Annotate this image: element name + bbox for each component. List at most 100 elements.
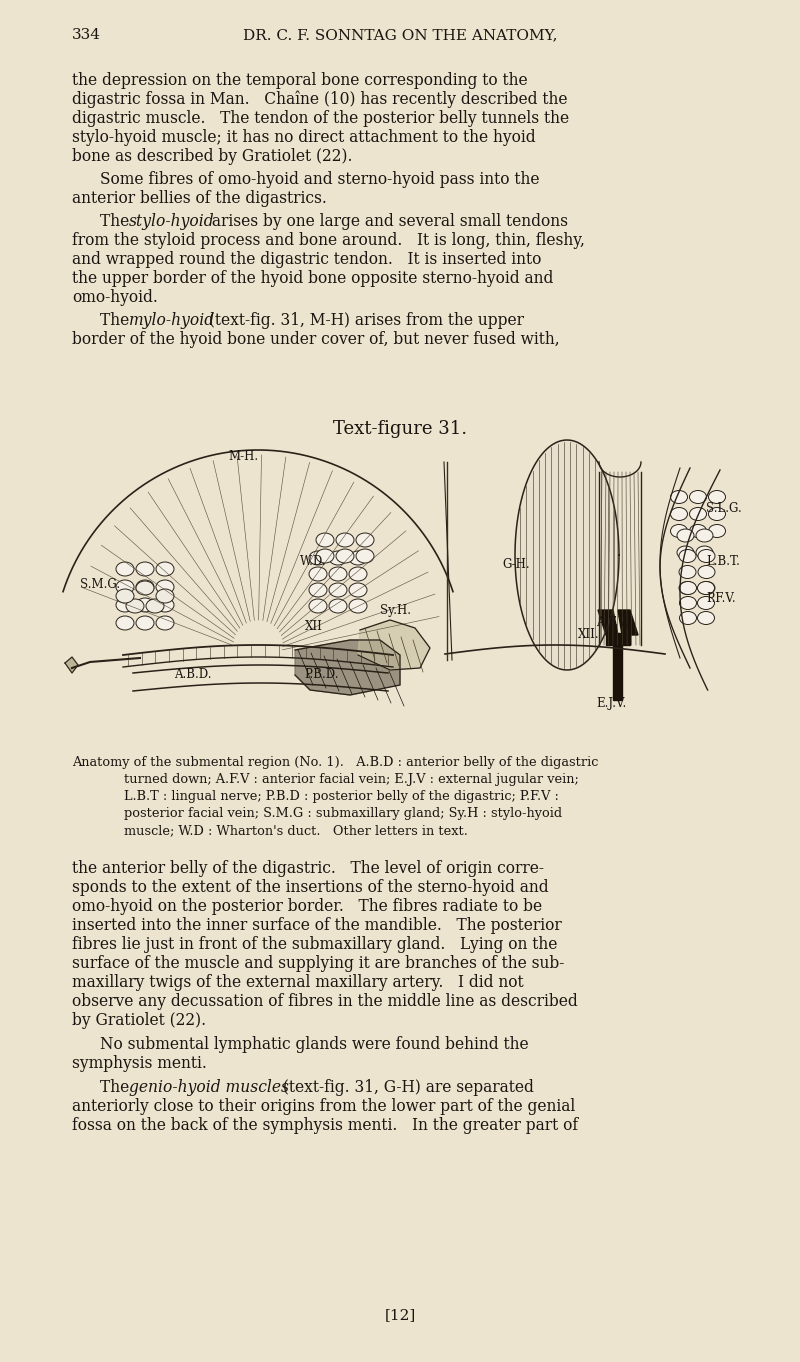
Ellipse shape [309, 599, 327, 613]
Ellipse shape [670, 490, 687, 504]
Ellipse shape [709, 490, 726, 504]
Text: XII: XII [305, 620, 323, 633]
Ellipse shape [146, 599, 164, 613]
Text: P.F.V.: P.F.V. [706, 592, 736, 605]
Ellipse shape [329, 599, 347, 613]
Text: Sy.H.: Sy.H. [380, 603, 411, 617]
Polygon shape [65, 656, 78, 673]
Text: P.B.D.: P.B.D. [305, 667, 339, 681]
Text: omo-hyoid.: omo-hyoid. [72, 289, 158, 306]
Text: posterior facial vein; S.M.G : submaxillary gland; Sy.H : stylo-hyoid: posterior facial vein; S.M.G : submaxill… [124, 808, 562, 820]
Polygon shape [613, 635, 622, 700]
Ellipse shape [677, 528, 694, 542]
Polygon shape [295, 640, 400, 695]
Polygon shape [515, 440, 619, 670]
Ellipse shape [336, 533, 354, 548]
Ellipse shape [698, 597, 714, 610]
Text: fibres lie just in front of the submaxillary gland.   Lying on the: fibres lie just in front of the submaxil… [72, 936, 558, 953]
Ellipse shape [116, 580, 134, 594]
Text: Anatomy of the submental region (No. 1).   A.B.D : anterior belly of the digastr: Anatomy of the submental region (No. 1).… [72, 756, 598, 770]
Ellipse shape [698, 549, 715, 563]
Text: The: The [100, 1079, 134, 1096]
Text: G-H.: G-H. [502, 558, 530, 571]
Text: fossa on the back of the symphysis menti.   In the greater part of: fossa on the back of the symphysis menti… [72, 1117, 578, 1135]
Ellipse shape [156, 588, 174, 603]
Text: symphysis menti.: symphysis menti. [72, 1056, 207, 1072]
Text: from the styloid process and bone around.   It is long, thin, fleshy,: from the styloid process and bone around… [72, 232, 585, 249]
Text: L.B.T : lingual nerve; P.B.D : posterior belly of the digastric; P.F.V :: L.B.T : lingual nerve; P.B.D : posterior… [124, 790, 559, 804]
Ellipse shape [156, 580, 174, 594]
Text: stylo-hyoid: stylo-hyoid [129, 212, 214, 230]
Text: Some fibres of omo-hyoid and sterno-hyoid pass into the: Some fibres of omo-hyoid and sterno-hyoi… [100, 172, 539, 188]
Text: muscle; W.D : Wharton's duct.   Other letters in text.: muscle; W.D : Wharton's duct. Other lett… [124, 824, 468, 838]
Text: maxillary twigs of the external maxillary artery.   I did not: maxillary twigs of the external maxillar… [72, 974, 524, 992]
Text: 334: 334 [72, 29, 101, 42]
Text: XII.: XII. [578, 628, 600, 642]
Polygon shape [598, 610, 618, 635]
Text: The: The [100, 212, 134, 230]
Ellipse shape [679, 612, 697, 625]
Text: [12]: [12] [384, 1308, 416, 1323]
Ellipse shape [356, 549, 374, 563]
Ellipse shape [116, 598, 134, 612]
Ellipse shape [679, 582, 696, 594]
Ellipse shape [696, 528, 713, 542]
Ellipse shape [349, 583, 367, 597]
Text: A.F.V.: A.F.V. [596, 616, 629, 629]
Text: No submental lymphatic glands were found behind the: No submental lymphatic glands were found… [100, 1036, 529, 1053]
Ellipse shape [136, 580, 154, 594]
Ellipse shape [698, 582, 714, 594]
Ellipse shape [690, 524, 706, 538]
Text: the depression on the temporal bone corresponding to the: the depression on the temporal bone corr… [72, 72, 528, 89]
Ellipse shape [316, 533, 334, 548]
Text: the upper border of the hyoid bone opposite sterno-hyoid and: the upper border of the hyoid bone oppos… [72, 270, 554, 287]
Text: surface of the muscle and supplying it are branches of the sub-: surface of the muscle and supplying it a… [72, 955, 564, 972]
Text: inserted into the inner surface of the mandible.   The posterior: inserted into the inner surface of the m… [72, 917, 562, 934]
Ellipse shape [136, 598, 154, 612]
Ellipse shape [670, 524, 687, 538]
Ellipse shape [156, 563, 174, 576]
Ellipse shape [116, 563, 134, 576]
Text: Text-figure 31.: Text-figure 31. [333, 419, 467, 439]
Ellipse shape [709, 508, 726, 520]
Ellipse shape [329, 583, 347, 597]
Text: observe any decussation of fibres in the middle line as described: observe any decussation of fibres in the… [72, 993, 578, 1011]
Text: M-H.: M-H. [228, 449, 258, 463]
Ellipse shape [329, 552, 347, 565]
Text: and wrapped round the digastric tendon.   It is inserted into: and wrapped round the digastric tendon. … [72, 251, 542, 268]
Ellipse shape [679, 582, 697, 594]
Ellipse shape [679, 565, 696, 579]
Text: L.B.T.: L.B.T. [706, 554, 740, 568]
Text: by Gratiolet (22).: by Gratiolet (22). [72, 1012, 206, 1030]
Ellipse shape [336, 549, 354, 563]
Text: W.D.: W.D. [300, 554, 326, 568]
Polygon shape [358, 620, 430, 670]
Ellipse shape [679, 597, 697, 610]
Text: digastric fossa in Man.   Chaîne (10) has recently described the: digastric fossa in Man. Chaîne (10) has … [72, 91, 567, 109]
Ellipse shape [698, 612, 714, 625]
Ellipse shape [309, 567, 327, 582]
Text: arises by one large and several small tendons: arises by one large and several small te… [207, 212, 568, 230]
Ellipse shape [316, 549, 334, 563]
Ellipse shape [349, 552, 367, 565]
Ellipse shape [679, 549, 696, 563]
Text: The: The [100, 312, 134, 330]
Text: genio-hyoid muscles: genio-hyoid muscles [129, 1079, 289, 1096]
Text: sponds to the extent of the insertions of the sterno-hyoid and: sponds to the extent of the insertions o… [72, 878, 549, 896]
Text: E.J.V.: E.J.V. [596, 697, 626, 710]
Text: (text-fig. 31, M-H) arises from the upper: (text-fig. 31, M-H) arises from the uppe… [204, 312, 524, 330]
Ellipse shape [349, 567, 367, 582]
Ellipse shape [136, 563, 154, 576]
Ellipse shape [309, 583, 327, 597]
Polygon shape [606, 633, 630, 646]
Text: A.B.D.: A.B.D. [174, 667, 212, 681]
Ellipse shape [156, 598, 174, 612]
Ellipse shape [709, 524, 726, 538]
Text: mylo-hyoid: mylo-hyoid [129, 312, 215, 330]
Text: border of the hyoid bone under cover of, but never fused with,: border of the hyoid bone under cover of,… [72, 331, 560, 349]
Ellipse shape [698, 582, 715, 594]
Ellipse shape [309, 552, 327, 565]
Ellipse shape [116, 588, 134, 603]
Text: DR. C. F. SONNTAG ON THE ANATOMY,: DR. C. F. SONNTAG ON THE ANATOMY, [242, 29, 558, 42]
Text: bone as described by Gratiolet (22).: bone as described by Gratiolet (22). [72, 148, 353, 165]
